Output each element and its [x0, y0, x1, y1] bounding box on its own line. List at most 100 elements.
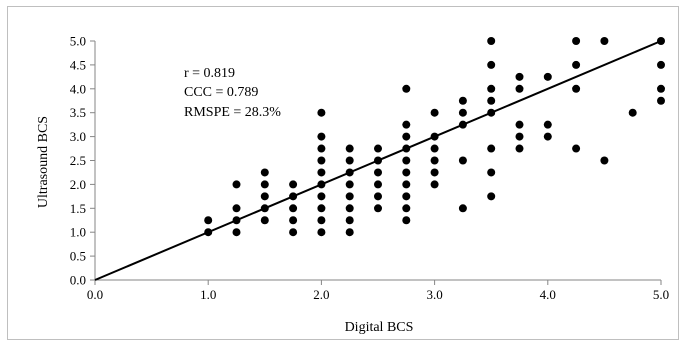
x-tick-label: 1.0	[200, 287, 216, 302]
y-tick-label: 3.0	[70, 129, 86, 144]
data-point	[374, 204, 382, 213]
data-point	[345, 180, 354, 189]
annotation-rmspe: RMSPE = 28.3%	[184, 105, 281, 120]
data-point	[572, 84, 581, 93]
data-point	[317, 192, 326, 201]
data-point	[289, 204, 298, 213]
data-point	[543, 120, 552, 129]
data-point	[402, 84, 411, 93]
data-point	[374, 192, 382, 201]
data-point	[657, 60, 665, 69]
data-point	[402, 156, 411, 165]
data-point	[345, 144, 354, 153]
data-point	[458, 120, 467, 129]
data-point	[515, 72, 524, 81]
y-tick-label: 0.5	[70, 249, 86, 264]
data-point	[317, 180, 326, 189]
data-point	[458, 156, 467, 165]
data-point	[345, 168, 354, 177]
data-point	[430, 168, 439, 177]
data-point	[430, 144, 439, 153]
data-point	[345, 216, 354, 225]
y-tick-label: 0.0	[70, 273, 86, 288]
data-point	[572, 144, 581, 153]
data-point	[657, 96, 665, 105]
data-point	[402, 120, 411, 129]
y-tick-label: 1.0	[70, 225, 86, 240]
y-tick-label: 4.5	[70, 57, 86, 72]
data-points-group	[204, 37, 665, 237]
data-point	[374, 144, 382, 153]
data-point	[487, 144, 496, 153]
data-point	[600, 37, 609, 45]
data-point	[345, 204, 354, 213]
data-point	[430, 156, 439, 165]
annotation-ccc: CCC = 0.789	[184, 85, 258, 100]
data-point	[260, 204, 269, 213]
data-point	[374, 156, 382, 165]
data-point	[289, 216, 298, 225]
data-point	[232, 204, 241, 213]
y-tick-label: 1.5	[70, 201, 86, 216]
data-point	[289, 192, 298, 201]
data-point	[487, 108, 496, 117]
data-point	[317, 156, 326, 165]
data-point	[260, 192, 269, 201]
data-point	[657, 84, 665, 93]
data-point	[543, 72, 552, 81]
data-point	[487, 168, 496, 177]
data-point	[374, 180, 382, 189]
data-point	[260, 168, 269, 177]
x-tick-label: 3.0	[426, 287, 442, 302]
data-point	[458, 204, 467, 213]
data-point	[543, 132, 552, 141]
data-point	[204, 216, 213, 225]
y-tick-label: 4.0	[70, 81, 86, 96]
data-point	[572, 37, 581, 45]
x-tick-label: 2.0	[313, 287, 329, 302]
data-point	[430, 132, 439, 141]
data-point	[317, 108, 326, 117]
data-point	[345, 156, 354, 165]
data-point	[402, 216, 411, 225]
data-point	[430, 180, 439, 189]
data-point	[317, 228, 326, 237]
x-axis-title: Digital BCS	[345, 320, 414, 335]
data-point	[317, 204, 326, 213]
data-point	[515, 120, 524, 129]
data-point	[600, 156, 609, 165]
data-point	[487, 60, 496, 69]
data-point	[628, 108, 637, 117]
data-point	[289, 228, 298, 237]
x-tick-label: 0.0	[87, 287, 103, 302]
y-axis-title: Ultrasound BCS	[36, 116, 51, 208]
data-point	[260, 180, 269, 189]
data-point	[402, 168, 411, 177]
data-point	[458, 108, 467, 117]
data-point	[487, 84, 496, 93]
data-point	[289, 180, 298, 189]
data-point	[402, 144, 411, 153]
data-point	[487, 37, 496, 45]
data-point	[232, 228, 241, 237]
y-tick-label: 3.5	[70, 105, 86, 120]
x-tick-label: 4.0	[540, 287, 556, 302]
data-point	[402, 192, 411, 201]
data-point	[317, 168, 326, 177]
data-point	[374, 168, 382, 177]
data-point	[345, 228, 354, 237]
chart-frame	[7, 6, 679, 340]
y-tick-label: 2.5	[70, 153, 86, 168]
data-point	[515, 132, 524, 141]
data-point	[657, 37, 665, 45]
data-point	[515, 84, 524, 93]
data-point	[402, 180, 411, 189]
x-tick-label: 5.0	[653, 287, 669, 302]
axes-group: 0.0 1.0 2.0 3.0 4.0 5.0 0.0 0.5 1.0 1.5 2.0 2.5 3.0 3…	[70, 34, 669, 303]
data-point	[487, 96, 496, 105]
data-point	[317, 132, 326, 141]
data-point	[402, 204, 411, 213]
annotation-r: r = 0.819	[184, 66, 235, 81]
